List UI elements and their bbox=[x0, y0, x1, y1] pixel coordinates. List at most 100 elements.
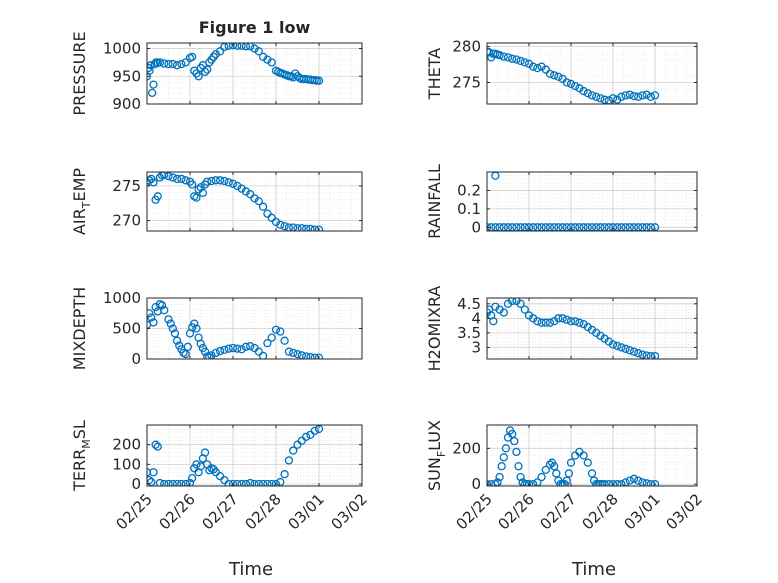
data-point bbox=[310, 426, 319, 436]
data-point bbox=[241, 187, 251, 196]
data-point bbox=[254, 197, 263, 206]
data-point bbox=[164, 315, 173, 324]
data-point bbox=[634, 92, 643, 101]
data-point bbox=[155, 478, 165, 486]
data-markers bbox=[147, 299, 324, 359]
data-point bbox=[650, 91, 660, 100]
data-point bbox=[263, 55, 272, 64]
data-point bbox=[301, 352, 311, 359]
data-point bbox=[181, 58, 190, 67]
data-markers bbox=[487, 426, 660, 486]
data-point bbox=[529, 62, 538, 71]
data-point bbox=[646, 480, 655, 486]
data-point bbox=[533, 317, 542, 326]
data-point bbox=[157, 301, 167, 310]
data-point bbox=[190, 319, 199, 328]
data-point bbox=[172, 174, 182, 184]
y-tick-label: 0 bbox=[471, 218, 481, 236]
y-tick-label: 4 bbox=[471, 309, 481, 327]
data-point bbox=[267, 333, 276, 342]
data-point bbox=[545, 318, 555, 327]
data-point bbox=[164, 172, 173, 181]
data-point bbox=[310, 353, 319, 359]
data-point bbox=[301, 432, 311, 441]
data-point bbox=[600, 480, 609, 486]
data-point bbox=[587, 469, 597, 478]
y-tick-label: 0.2 bbox=[457, 181, 481, 199]
data-point bbox=[211, 49, 220, 59]
data-point bbox=[617, 92, 626, 101]
data-point bbox=[237, 43, 246, 50]
data-point bbox=[613, 341, 622, 351]
y-axis-label: MIXDEPTH bbox=[70, 287, 89, 370]
data-point bbox=[541, 318, 550, 327]
data-point bbox=[280, 336, 289, 345]
data-point bbox=[562, 78, 571, 87]
data-point bbox=[215, 47, 225, 56]
data-point bbox=[170, 329, 180, 338]
data-point bbox=[571, 317, 580, 326]
data-point bbox=[596, 94, 605, 103]
subplot-5: 0 500 1000 MIXDEPTH bbox=[70, 287, 363, 370]
data-point bbox=[155, 173, 165, 182]
data-point bbox=[224, 43, 233, 50]
data-point bbox=[237, 479, 246, 486]
axes-box bbox=[486, 297, 698, 360]
data-point bbox=[192, 193, 201, 202]
data-point bbox=[148, 88, 157, 98]
data-point bbox=[625, 476, 634, 485]
data-point bbox=[514, 462, 523, 471]
data-point bbox=[289, 446, 298, 455]
data-point bbox=[177, 479, 186, 486]
data-point bbox=[211, 176, 220, 185]
data-point bbox=[254, 347, 263, 356]
data-point bbox=[149, 468, 158, 477]
data-point bbox=[224, 479, 233, 486]
data-point bbox=[646, 351, 655, 359]
data-point bbox=[271, 217, 281, 227]
data-point bbox=[529, 480, 538, 486]
data-point bbox=[625, 90, 634, 99]
data-point bbox=[621, 344, 630, 353]
data-point bbox=[258, 479, 268, 486]
data-point bbox=[172, 336, 182, 345]
y-tick-label: 1000 bbox=[103, 40, 141, 58]
data-point bbox=[233, 181, 242, 191]
data-point bbox=[554, 72, 563, 81]
data-point bbox=[258, 351, 268, 359]
data-point bbox=[160, 479, 169, 486]
data-point bbox=[220, 176, 229, 186]
data-point bbox=[153, 442, 162, 451]
data-point bbox=[228, 43, 238, 50]
data-point bbox=[284, 347, 294, 356]
subplot-2: 275 280 THETA bbox=[425, 38, 698, 105]
data-point bbox=[254, 47, 263, 56]
minor-grid bbox=[486, 43, 698, 105]
data-point bbox=[250, 479, 259, 486]
data-point bbox=[280, 470, 289, 479]
y-axis-label: RAINFALL bbox=[425, 164, 444, 239]
data-point bbox=[495, 51, 504, 60]
y-tick-label: 200 bbox=[452, 439, 481, 457]
data-point bbox=[224, 344, 233, 353]
data-point bbox=[237, 184, 246, 193]
data-point bbox=[168, 324, 177, 333]
y-tick-label: 275 bbox=[452, 73, 481, 91]
data-point bbox=[280, 221, 289, 231]
data-point bbox=[147, 72, 152, 81]
data-point bbox=[571, 81, 580, 91]
data-point bbox=[241, 479, 251, 486]
data-point bbox=[153, 192, 162, 201]
data-point bbox=[587, 91, 597, 100]
data-point bbox=[149, 318, 158, 327]
axes-box bbox=[486, 171, 698, 232]
data-point bbox=[147, 66, 154, 75]
data-point bbox=[621, 91, 630, 100]
data-point bbox=[147, 309, 154, 318]
data-point bbox=[638, 91, 647, 100]
data-point bbox=[638, 350, 647, 359]
y-tick-label: 0 bbox=[131, 350, 141, 368]
data-point bbox=[215, 176, 225, 185]
data-point bbox=[579, 451, 588, 460]
data-point bbox=[267, 213, 276, 222]
